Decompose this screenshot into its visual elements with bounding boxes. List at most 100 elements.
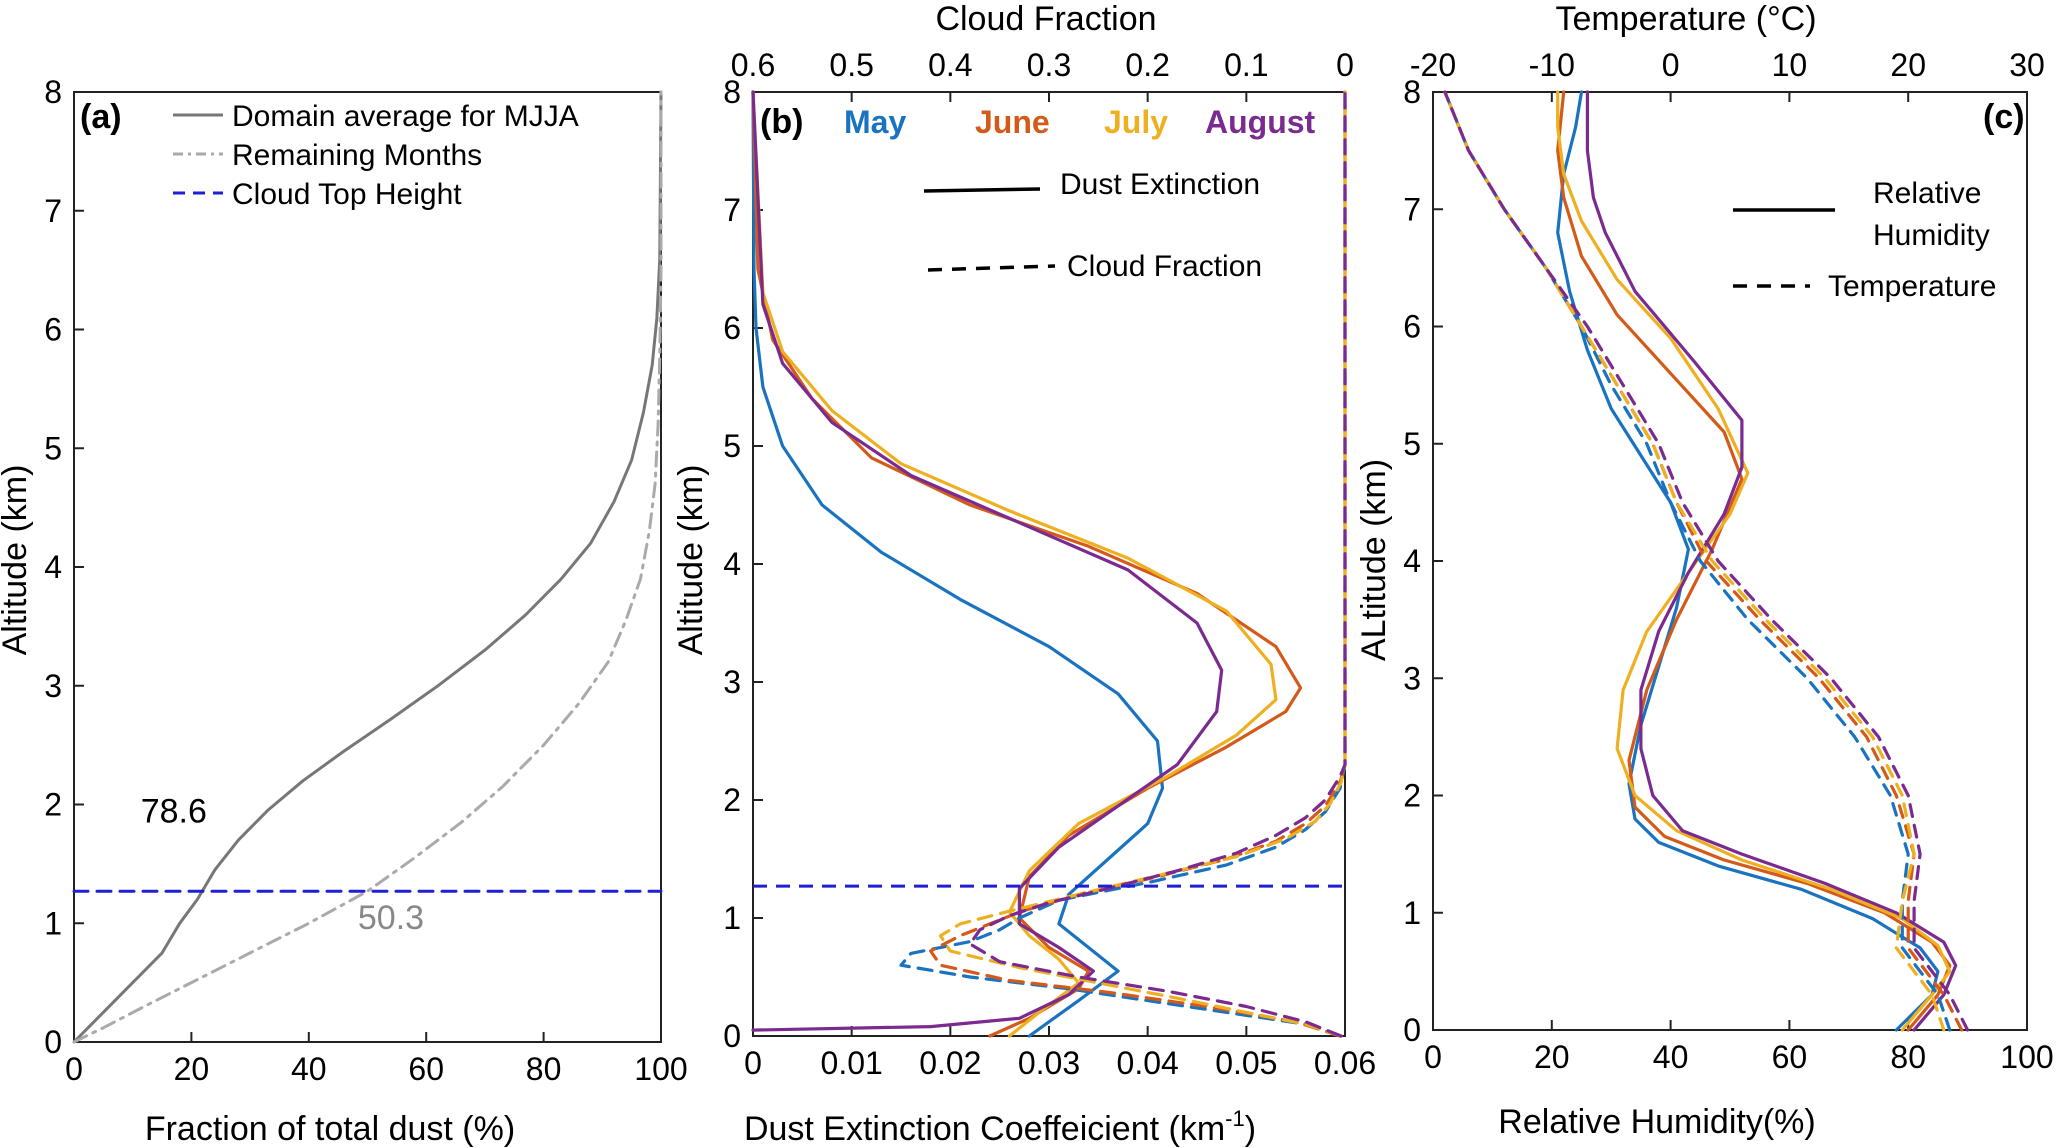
x-tick-label: 0.02 (919, 1045, 981, 1081)
panel-a-axes: 0 20 40 60 80 100 0 1 2 3 4 5 6 7 8 (44, 74, 687, 1087)
x2-tick-label: 30 (2009, 47, 2045, 83)
y-tick-label: 6 (1403, 309, 1421, 345)
month-label-may: May (844, 104, 906, 140)
x-tick-label: 80 (526, 1051, 562, 1087)
panel-c: 0 20 40 60 80 100 0 1 2 3 4 5 6 7 8-20 -10 0 10 20 30 (c) R… (1355, 0, 2054, 1141)
y-tick-label: 4 (723, 546, 741, 582)
y-tick-label: 7 (723, 192, 741, 228)
panel-a-annotations: 78.6 50.3 (141, 792, 424, 937)
panel-b: 0 0.01 0.02 0.03 0.04 0.05 0.06 0 1 2 3 4 5 6 7 80.6 0.5… (672, 0, 1376, 1148)
temperature-line-august (1443, 90, 1970, 1032)
y-tick-label: 1 (1403, 895, 1421, 931)
relative-humidity-line-july (1556, 90, 1952, 1032)
month-label-july: July (1104, 104, 1168, 140)
y-tick-label: 2 (1403, 778, 1421, 814)
x-tick-label: 100 (2000, 1039, 2053, 1075)
legend-swatch-dashed (927, 264, 1056, 272)
panel-a-ylabel: Altitude (km) (0, 465, 34, 656)
x2-tick-label: -10 (1529, 47, 1575, 83)
y-tick-label: 5 (723, 428, 741, 464)
x-tick-label: 0.01 (821, 1045, 883, 1081)
series-line-remaining-months (72, 90, 663, 1044)
panel-b-series (751, 90, 1347, 1038)
y-tick-label: 6 (44, 312, 62, 348)
plot-frame (752, 91, 1346, 1037)
month-label-june: June (975, 104, 1050, 140)
panel-b-xlabel-main: Dust Extinction Coeffeicient (km (744, 1110, 1225, 1148)
y-tick-label: 2 (723, 782, 741, 818)
dust-extinction-line-august (751, 90, 1224, 1032)
x-tick-label: 60 (408, 1051, 444, 1087)
panel-c-series (1443, 90, 1970, 1032)
x2-tick-label: 0.5 (829, 47, 873, 83)
x-tick-label: 20 (1534, 1039, 1570, 1075)
x2-tick-label: 20 (1890, 47, 1926, 83)
dust-extinction-line-june (751, 90, 1303, 1038)
legend-label-relative: Relative (1873, 177, 1981, 210)
panel-b-top-label: Cloud Fraction (935, 0, 1156, 38)
x-tick-label: 0 (1424, 1039, 1442, 1075)
panel-a: 0 20 40 60 80 100 0 1 2 3 4 5 6 7 8 (a) Domain average… (0, 74, 688, 1148)
y-tick-label: 8 (1403, 74, 1421, 110)
x2-tick-label: 0.2 (1125, 47, 1169, 83)
panel-b-legend: Dust Extinction Cloud Fraction (923, 168, 1262, 283)
y-tick-label: 5 (44, 430, 62, 466)
dust-extinction-line-july (751, 90, 1278, 1038)
cloud-fraction-line-may (899, 90, 1347, 1038)
x2-tick-label: 0.4 (928, 47, 972, 83)
legend-label-cloud-fraction: Cloud Fraction (1067, 250, 1262, 283)
relative-humidity-line-may (1556, 90, 1940, 1032)
x-tick-label: 100 (634, 1051, 687, 1087)
dust-extinction-line-may (751, 90, 1165, 1038)
y-tick-label: 4 (44, 549, 62, 585)
x-tick-label: 40 (291, 1051, 327, 1087)
panel-c-xlabel: Relative Humidity(%) (1498, 1103, 1815, 1141)
x-tick-label: 0 (744, 1045, 762, 1081)
x2-tick-label: 0.3 (1027, 47, 1071, 83)
month-label-august: August (1205, 104, 1316, 140)
relative-humidity-line-june (1556, 90, 1952, 1032)
panel-c-legend: Relative Humidity Temperature (1733, 177, 1996, 303)
y-tick-label: 0 (723, 1018, 741, 1054)
y-tick-label: 1 (44, 905, 62, 941)
annotation-label: 50.3 (358, 899, 424, 937)
x2-tick-label: 10 (1772, 47, 1808, 83)
legend-label-dust-extinction: Dust Extinction (1060, 168, 1260, 201)
panel-b-xlabel-close: ) (1245, 1110, 1256, 1148)
y-tick-label: 6 (723, 310, 741, 346)
x-tick-label: 0 (65, 1051, 83, 1087)
panel-c-ylabel: ALtitude (km) (1355, 459, 1393, 661)
x-tick-label: 60 (1772, 1039, 1808, 1075)
relative-humidity-line-august (1585, 90, 1958, 1032)
x-tick-label: 0.05 (1215, 1045, 1277, 1081)
y-tick-label: 2 (44, 787, 62, 823)
y-tick-label: 8 (44, 74, 62, 110)
x-tick-label: 0.04 (1117, 1045, 1179, 1081)
legend-label-cloud-top: Cloud Top Height (232, 178, 462, 211)
panel-b-ylabel: Altitude (km) (672, 465, 710, 656)
x2-tick-label: 0.6 (731, 47, 775, 83)
x-tick-label: 0.06 (1314, 1045, 1376, 1081)
x-tick-label: 20 (174, 1051, 210, 1087)
panel-c-top-label: Temperature (°C) (1555, 0, 1816, 38)
x-tick-label: 40 (1653, 1039, 1689, 1075)
y-tick-label: 7 (44, 193, 62, 229)
panel-a-legend: Domain average for MJJA Remaining Months… (173, 100, 579, 211)
y-tick-label: 3 (1403, 660, 1421, 696)
cloud-fraction-line-august (968, 90, 1347, 1038)
panel-b-xlabel-sup: -1 (1225, 1106, 1245, 1131)
x-tick-label: 0.03 (1018, 1045, 1080, 1081)
legend-label-temperature: Temperature (1828, 270, 1996, 303)
x2-tick-label: 0 (1662, 47, 1680, 83)
legend-label-remaining-months: Remaining Months (232, 139, 482, 172)
series-line-domain-average-for-mjja (72, 90, 663, 1044)
panel-b-axes: 0 0.01 0.02 0.03 0.04 0.05 0.06 0 1 2 3 4 5 6 7 80.6 0.5… (723, 47, 1376, 1081)
panel-b-tag: (b) (760, 103, 803, 141)
legend-label-domain-average: Domain average for MJJA (232, 100, 579, 133)
annotation-label: 78.6 (141, 792, 207, 830)
y-tick-label: 1 (723, 900, 741, 936)
panel-b-xlabel: Dust Extinction Coeffeicient (km-1) (744, 1106, 1256, 1148)
y-tick-label: 0 (44, 1024, 62, 1060)
legend-label-humidity: Humidity (1873, 219, 1990, 252)
